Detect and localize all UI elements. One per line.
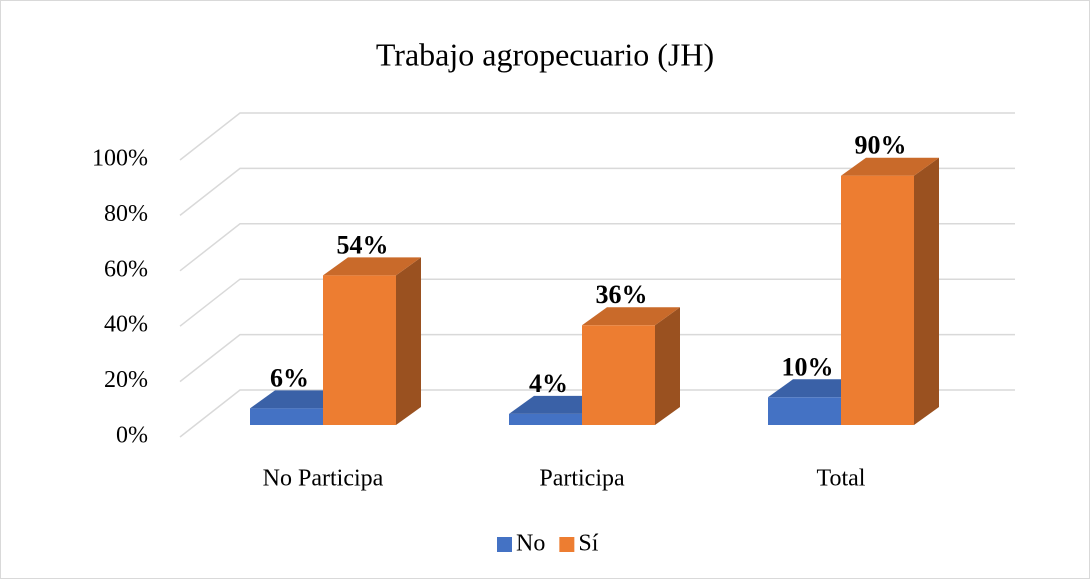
bar-top [841, 157, 939, 176]
x-tick-label: Total [817, 466, 866, 492]
x-tick-label: Participa [539, 466, 625, 492]
legend-swatch [497, 537, 512, 552]
value-label: 4% [529, 369, 568, 398]
y-tick-label: 20% [104, 367, 148, 393]
bar-side [396, 257, 421, 425]
bar [509, 413, 582, 425]
grid-line [179, 223, 1015, 272]
legend-label: Sí [578, 531, 598, 557]
value-label: 54% [337, 230, 389, 259]
value-label: 90% [855, 131, 907, 160]
bar [768, 397, 841, 425]
bar-side [914, 157, 939, 425]
value-label: 6% [270, 363, 309, 392]
bar [841, 175, 914, 425]
legend-swatch [559, 537, 575, 552]
grid-line [179, 389, 1015, 438]
bar-top [323, 257, 421, 276]
y-tick-label: 60% [104, 256, 148, 282]
y-tick-label: 80% [104, 201, 148, 227]
grid-line [179, 112, 1015, 161]
y-tick-label: 0% [116, 423, 148, 449]
grid-line [179, 333, 1015, 383]
bar [323, 275, 396, 425]
grid-line [179, 278, 1015, 327]
y-tick-label: 100% [92, 146, 148, 172]
bar [582, 325, 655, 425]
bar-top [582, 307, 680, 326]
x-tick-label: No Participa [263, 466, 384, 492]
bar-side [655, 307, 680, 425]
bar [250, 408, 323, 425]
value-label: 36% [596, 280, 648, 309]
grid-line [179, 167, 1015, 216]
value-label: 10% [782, 352, 834, 381]
chart-title: Trabajo agropecuario (JH) [376, 36, 714, 72]
legend-label: No [516, 531, 545, 557]
y-tick-label: 40% [104, 312, 148, 338]
